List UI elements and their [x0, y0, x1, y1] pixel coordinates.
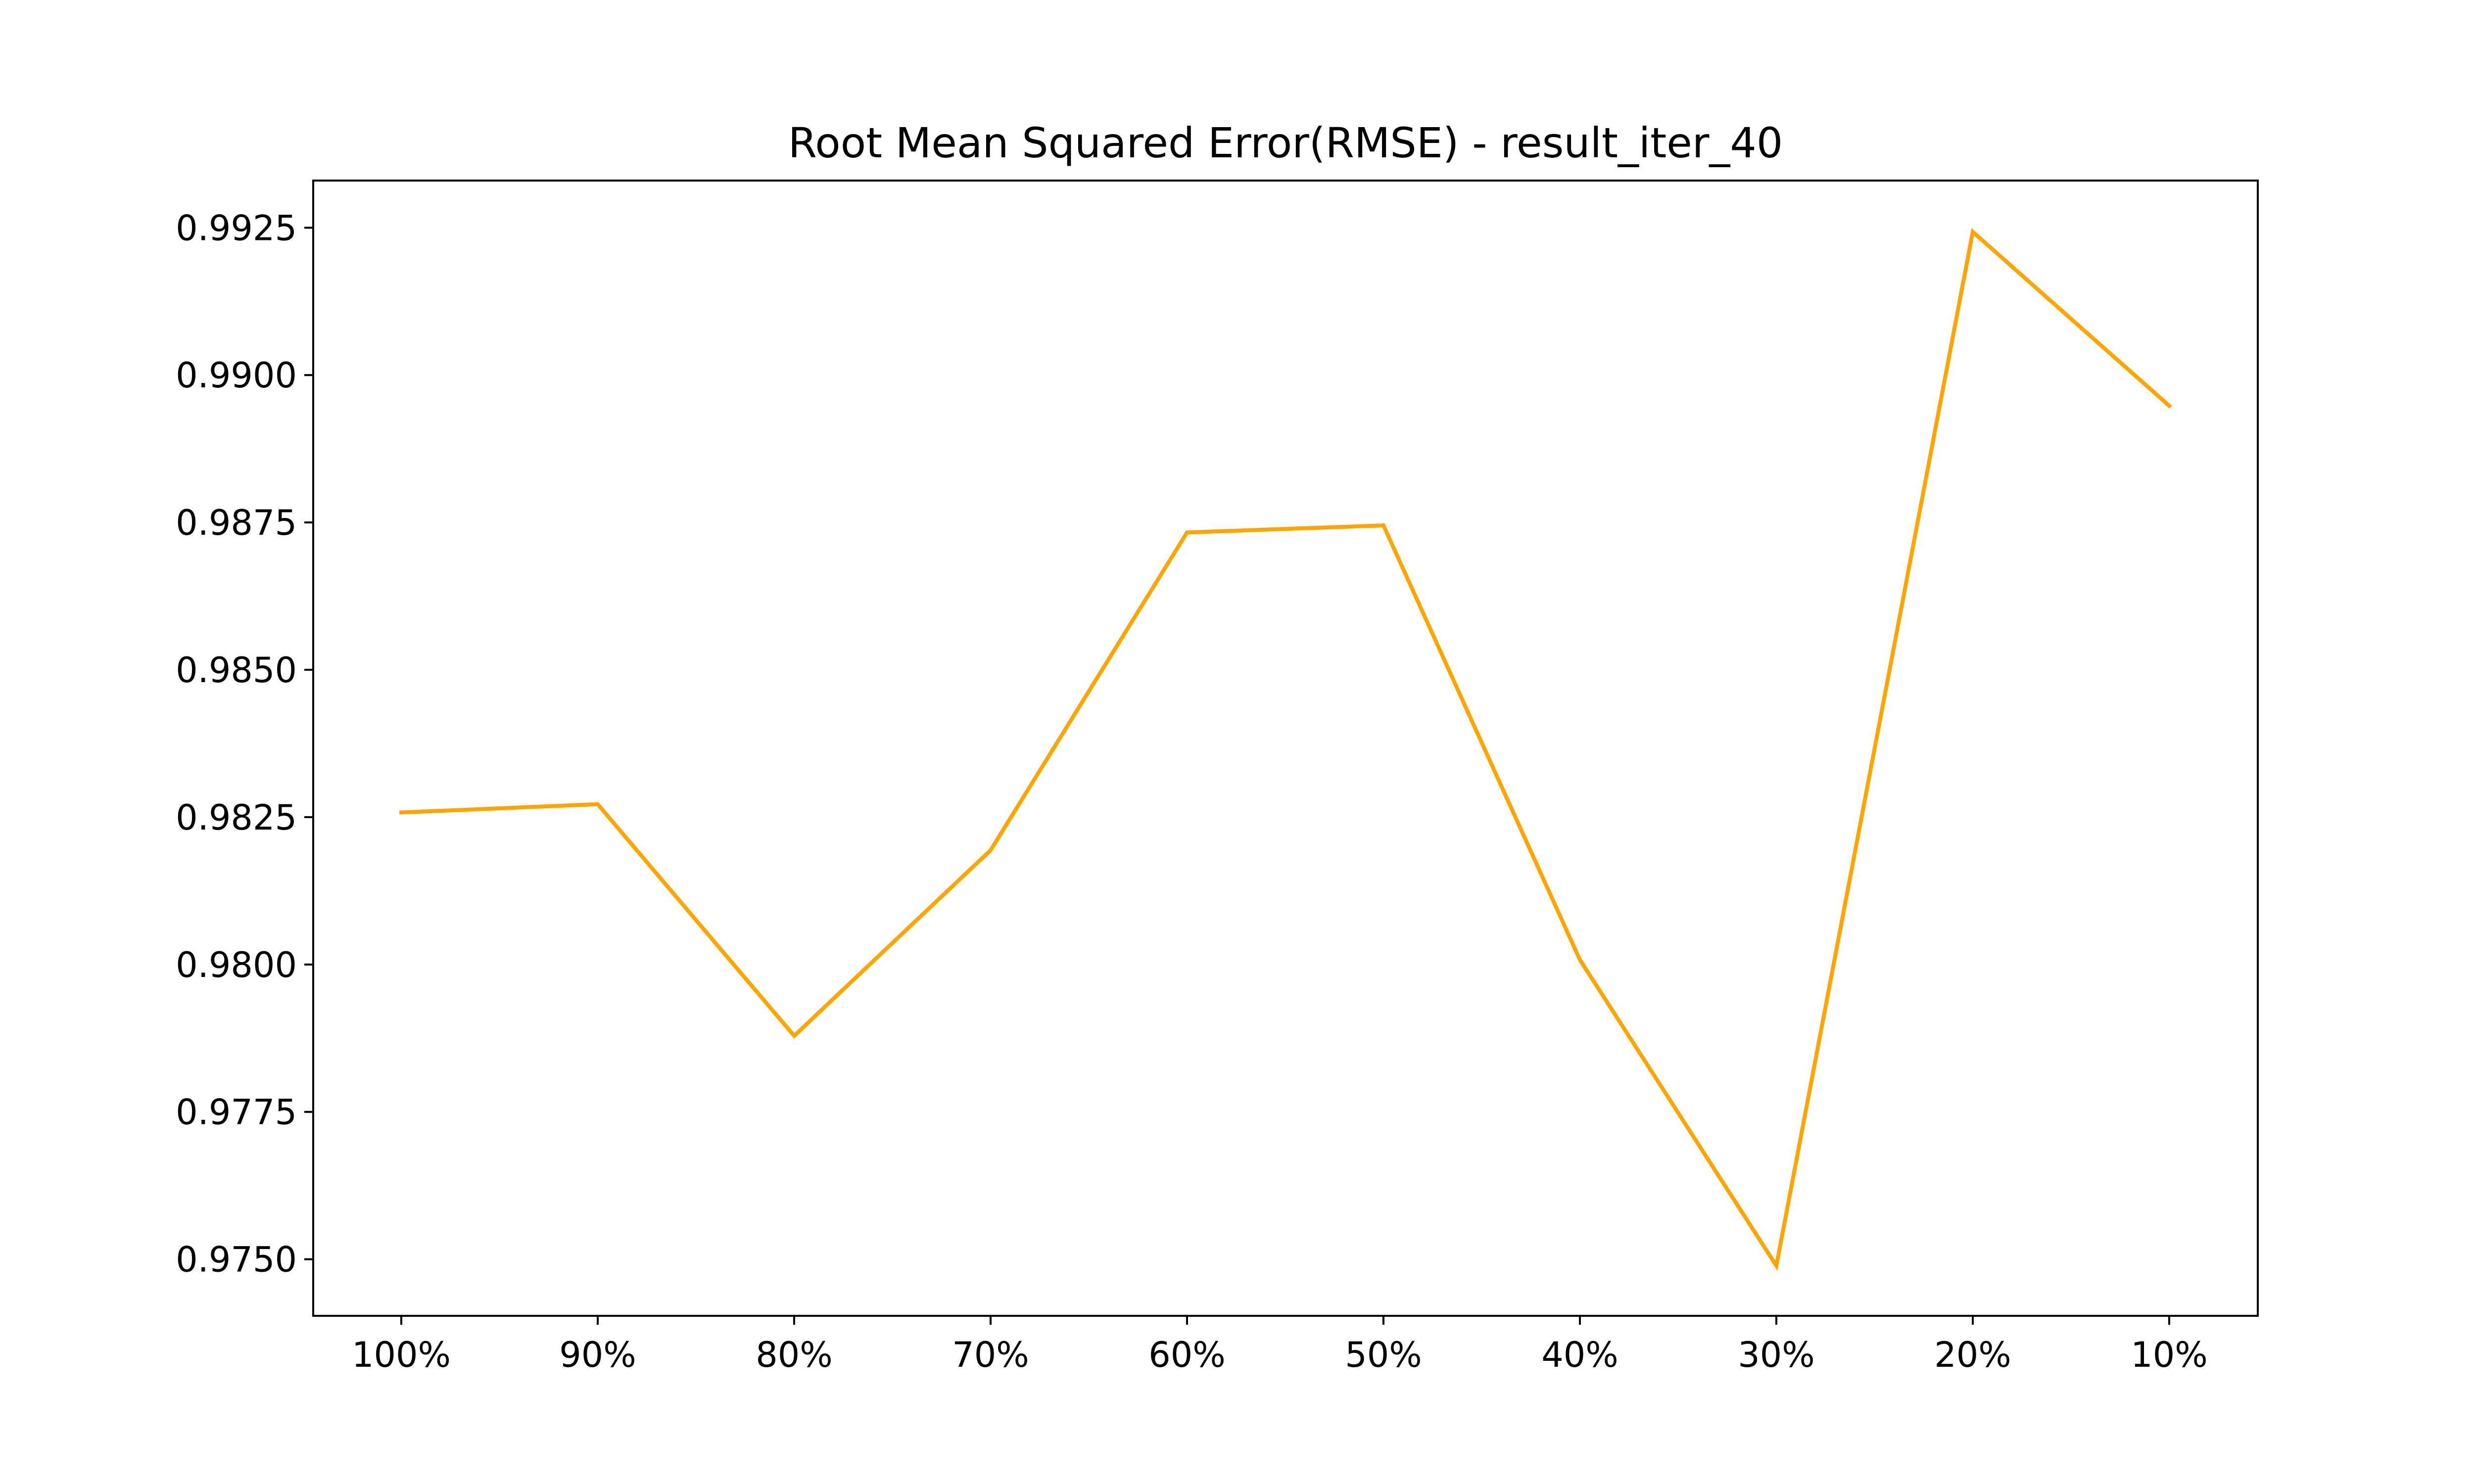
y-tick-label: 0.9875 [176, 503, 297, 543]
x-tick-label: 50% [1345, 1335, 1422, 1375]
x-tick-label: 80% [756, 1335, 833, 1375]
x-tick-label: 10% [2131, 1335, 2208, 1375]
y-tick-label: 0.9900 [176, 355, 297, 396]
y-tick-label: 0.9850 [176, 650, 297, 691]
y-tick-label: 0.9775 [176, 1092, 297, 1133]
chart-title: Root Mean Squared Error(RMSE) - result_i… [788, 119, 1783, 167]
y-tick-label: 0.9800 [176, 945, 297, 985]
y-tick-label: 0.9750 [176, 1240, 297, 1280]
x-tick-label: 60% [1148, 1335, 1226, 1375]
series-line [399, 228, 2172, 1271]
x-tick-label: 20% [1934, 1335, 2011, 1375]
axes-frame [312, 180, 2259, 1317]
y-tick-label: 0.9825 [176, 797, 297, 838]
x-tick-label: 70% [952, 1335, 1029, 1375]
x-tick-label: 30% [1738, 1335, 1815, 1375]
x-tick-label: 40% [1541, 1335, 1618, 1375]
plot-area: 0.9750 0.9775 0.9800 0.9825 0.9850 0.9875 0.99… [176, 180, 2259, 1375]
x-tick-label: 90% [559, 1335, 636, 1375]
y-tick-label: 0.9925 [176, 208, 297, 248]
x-tick-label: 100% [352, 1335, 451, 1375]
